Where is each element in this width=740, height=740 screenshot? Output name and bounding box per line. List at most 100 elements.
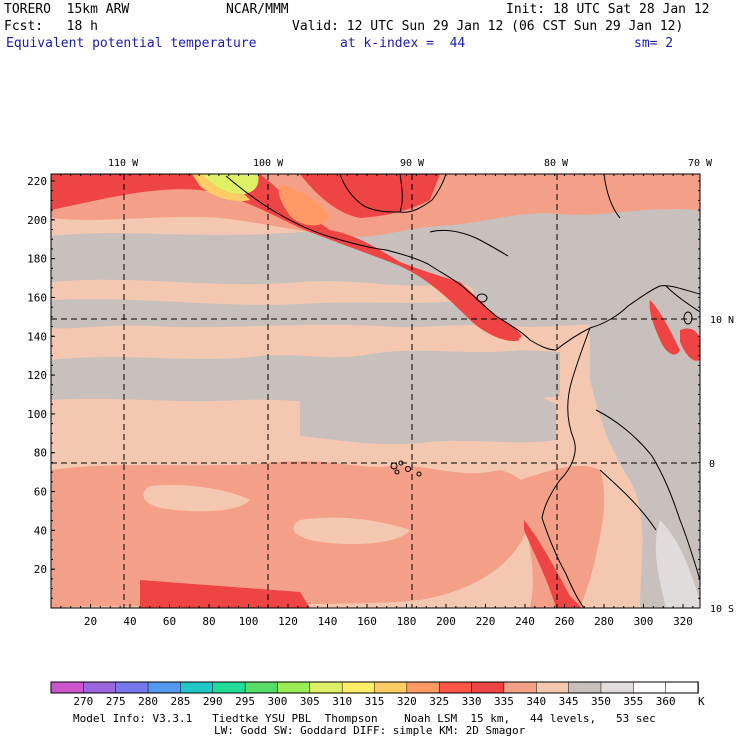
plot-frame [50,173,701,609]
x-tick-label: 80 [202,615,215,628]
x-tick-label: 160 [357,615,377,628]
colorbar [50,681,699,694]
y-tick-label: 200 [27,214,47,227]
y-tick-label: 40 [34,524,47,537]
colorbar-swatch [536,681,570,694]
colorbar-label: 305 [300,695,320,708]
grey-region-mid [51,350,560,404]
colorbar-swatch [406,681,440,694]
y-tick-label: 220 [27,175,47,188]
y-tick-label: 180 [27,253,47,266]
colorbar-label: 280 [138,695,158,708]
lat-label-10n: 10 N [710,315,734,326]
colorbar-swatch [115,681,149,694]
model-info-line2: LW: Godd SW: Goddard DIFF: simple KM: 2D… [214,724,526,737]
tan-patch-south-1 [143,484,250,512]
colorbar-swatch [568,681,602,694]
colorbar-label: 355 [623,695,643,708]
yellow-peak [200,174,259,195]
colorbar-label: 325 [429,695,449,708]
x-tick-label: 260 [555,615,575,628]
init-time: Init: 18 UTC Sat 28 Jan 12 [506,2,710,17]
colorbar-label: 290 [203,695,223,708]
colorbar-swatch [503,681,537,694]
valid-time: Valid: 12 UTC Sun 29 Jan 12 (06 CST Sun … [292,19,684,34]
x-tick-label: 20 [84,615,97,628]
lon-label-90w: 90 W [400,158,425,169]
colorbar-label: 330 [462,695,482,708]
x-tick-label: 240 [515,615,535,628]
lat-label-0: 0 [709,459,715,470]
y-tick-label: 100 [27,408,47,421]
lon-label-100w: 100 W [253,158,284,169]
theta-e-field [51,174,700,608]
colorbar-label: 320 [397,695,417,708]
grey-patch-central [300,390,556,445]
colorbar-swatch [277,681,311,694]
colorbar-swatch [50,681,85,694]
tan-patch-south-2 [293,517,410,545]
y-tick-label: 60 [34,486,47,499]
colorbar-swatch [665,681,699,694]
colorbar-label: 350 [591,695,611,708]
org-name: NCAR/MMM [226,2,289,17]
y-axis-labels: 20 40 60 80 100 120 140 160 180 200 220 [27,175,47,576]
colorbar-swatch [83,681,117,694]
x-tick-label: 320 [673,615,693,628]
tan-strip-north [51,279,474,305]
colorbar-swatch [341,681,376,694]
y-tick-label: 80 [34,447,47,460]
colorbar-swatch [244,681,279,694]
colorbar-label: 285 [170,695,190,708]
coastlines [225,174,700,608]
colorbar-unit: K [698,695,705,708]
x-tick-label: 140 [318,615,338,628]
x-tick-label: 40 [123,615,136,628]
x-tick-label: 180 [397,615,417,628]
colorbar-label: 340 [526,695,546,708]
red-costa-rica [470,310,522,341]
x-axis-labels: 20 40 60 80 100 120 140 160 180 200 220 240 260 280 30… [84,615,693,628]
orange-mexico [278,184,330,226]
colorbar-frame [50,681,699,694]
lon-label-80w: 80 W [544,158,569,169]
x-axis-ticks [50,174,694,608]
lat-label-10s: 10 S [710,604,734,615]
colorbar-label: 310 [332,695,352,708]
colorbar-swatch [147,681,182,694]
galapagos-islands [390,460,422,477]
pale-grey-andes [655,520,700,608]
x-tick-label: 120 [278,615,298,628]
level-info: at k-index = 44 [340,36,466,51]
model-info-line1: Model Info: V3.3.1 Tiedtke YSU PBL Thomp… [73,712,656,725]
y-tick-label: 20 [34,563,47,576]
lake-maracaibo [683,311,693,325]
red-mexico-inner [300,174,440,218]
forecast-hour: Fcst: 18 h [4,19,98,34]
colorbar-swatch [471,681,505,694]
salmon-coast-peru [520,465,605,608]
lon-label-110w: 110 W [108,158,139,169]
lake-nicaragua [476,293,488,303]
x-tick-label: 280 [594,615,614,628]
colorbar-label: 360 [656,695,676,708]
lat-labels: 10 N 0 10 S [709,315,734,615]
colorbar-swatch [180,681,214,694]
colorbar-swatch [374,681,408,694]
y-axis-ticks [51,180,700,609]
y-tick-label: 120 [27,369,47,382]
red-venezuela [680,328,700,361]
y-tick-label: 140 [27,330,47,343]
red-coast-peru [524,520,582,608]
colorbar-label: 300 [268,695,288,708]
colorbar-labels: 270 275 280 285 290 295 300 305 310 315 320 325 330 3… [73,695,675,708]
red-strip-south [140,580,310,608]
x-tick-label: 200 [436,615,456,628]
colorbar-label: 295 [235,695,255,708]
lon-label-70w: 70 W [688,158,713,169]
colorbar-label: 335 [494,695,514,708]
x-tick-label: 220 [476,615,496,628]
x-tick-label: 60 [163,615,176,628]
colorbar-label: 315 [365,695,385,708]
